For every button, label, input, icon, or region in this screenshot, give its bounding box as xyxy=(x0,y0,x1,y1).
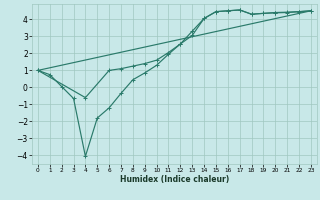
X-axis label: Humidex (Indice chaleur): Humidex (Indice chaleur) xyxy=(120,175,229,184)
